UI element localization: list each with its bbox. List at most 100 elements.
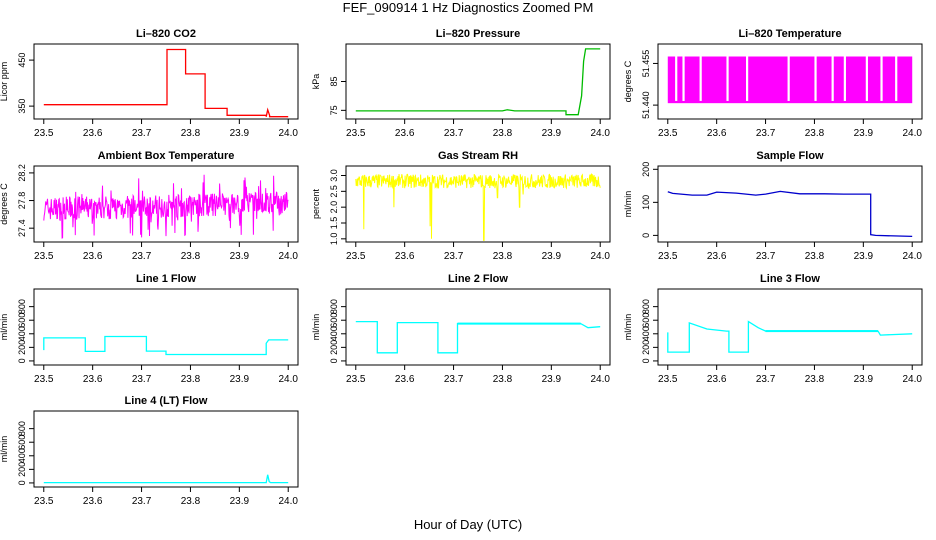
x-tick-label: 23.6 (395, 128, 415, 139)
temperature-gap (843, 56, 846, 101)
x-tick-label: 23.9 (230, 128, 250, 139)
y-tick-label: 200 (641, 162, 651, 177)
x-tick-label: 23.7 (132, 374, 152, 385)
panel-title: Line 1 Flow (136, 273, 196, 285)
x-tick-label: 24.0 (902, 374, 922, 385)
x-tick-label: 23.9 (230, 496, 250, 507)
x-tick-label: 23.7 (132, 496, 152, 507)
x-tick-label: 23.8 (181, 128, 201, 139)
y-tick-label: 51.440 (641, 91, 651, 119)
panel-frame (33, 288, 299, 366)
temperature-gap (675, 56, 678, 101)
y-tick-label: 2.5 (329, 185, 339, 198)
panel-title: Li–820 Temperature (738, 28, 841, 40)
x-tick-label: 23.7 (444, 251, 464, 262)
temperature-gap (699, 56, 702, 101)
plot-area (355, 172, 601, 241)
y-tick-label: 400 (17, 326, 27, 341)
panel-9: Line 3 Flow ml/min 23.5 23.6 23.7 23.8 23.9 24.… (623, 273, 923, 385)
x-tick-label: 24.0 (590, 374, 610, 385)
y-tick-label: 800 (17, 421, 27, 436)
temperature-gap (746, 56, 749, 101)
y-axis-label: ml/min (311, 314, 321, 341)
series-line (667, 190, 913, 238)
x-tick-label: 23.6 (707, 374, 727, 385)
panel-5: Gas Stream RH percent 23.5 23.6 23.7 23.8 23.9… (311, 150, 611, 262)
temperature-gap (831, 56, 834, 101)
y-axis-label: kPa (311, 74, 321, 90)
y-tick-label: 800 (17, 299, 27, 314)
plot-area (43, 174, 289, 239)
x-tick-label: 23.8 (805, 128, 825, 139)
x-tick-label: 23.6 (83, 374, 103, 385)
panel-title: Line 3 Flow (760, 273, 820, 285)
y-tick-label: 800 (641, 299, 651, 314)
temperature-gap (895, 56, 898, 101)
plot-area (355, 48, 601, 116)
panel-title: Sample Flow (756, 150, 824, 162)
x-tick-label: 24.0 (902, 128, 922, 139)
jitter-band (457, 322, 581, 325)
panel-3: Li–820 Temperature degrees C 23.5 23.6 23.7 2… (623, 28, 923, 139)
panel-frame (345, 288, 611, 366)
plot-area (43, 474, 289, 484)
temperature-gap (814, 56, 817, 101)
y-axis-label: ml/min (0, 314, 9, 341)
panel-frame (657, 288, 923, 366)
jitter-band (765, 330, 878, 333)
y-tick-label: 85 (329, 76, 339, 86)
y-tick-label: 600 (17, 435, 27, 450)
panel-title: Line 2 Flow (448, 273, 508, 285)
panel-2: Li–820 Pressure kPa 23.5 23.6 23.7 23.8 23.9 24… (311, 28, 611, 139)
x-tick-label: 23.5 (346, 128, 366, 139)
x-tick-label: 23.9 (854, 251, 874, 262)
panel-6: Sample Flow ml/min 23.5 23.6 23.7 23.8 23.9 24.… (623, 150, 923, 262)
panel-frame (33, 43, 299, 120)
y-tick-label: 600 (17, 313, 27, 328)
x-tick-label: 23.5 (34, 251, 54, 262)
y-tick-label: 1.0 (329, 233, 339, 246)
panel-7: Line 1 Flow ml/min 23.5 23.6 23.7 23.8 23.9 24.… (0, 273, 299, 385)
x-tick-label: 23.5 (34, 128, 54, 139)
x-tick-label: 23.9 (230, 251, 250, 262)
series-line (43, 48, 289, 118)
x-tick-label: 23.6 (707, 128, 727, 139)
y-tick-label: 800 (329, 299, 339, 314)
x-tick-label: 23.5 (658, 128, 678, 139)
x-tick-label: 23.5 (34, 496, 54, 507)
x-tick-label: 23.9 (542, 374, 562, 385)
x-tick-label: 23.5 (346, 374, 366, 385)
y-tick-label: 28.2 (17, 164, 27, 182)
y-axis-label: percent (311, 188, 321, 219)
x-tick-label: 23.9 (230, 374, 250, 385)
x-tick-label: 23.8 (181, 374, 201, 385)
plot-area (667, 190, 913, 238)
temperature-gap (880, 56, 883, 101)
y-tick-label: 0 (641, 233, 651, 238)
temperature-gap (682, 56, 685, 101)
y-tick-label: 350 (17, 99, 27, 114)
temperature-gap (787, 56, 790, 101)
x-tick-label: 23.8 (181, 251, 201, 262)
x-tick-label: 23.7 (444, 374, 464, 385)
y-tick-label: 0 (641, 358, 651, 363)
x-tick-label: 23.5 (346, 251, 366, 262)
y-tick-label: 27.4 (17, 219, 27, 237)
y-axis-label: ml/min (0, 436, 9, 463)
x-tick-label: 23.9 (542, 251, 562, 262)
x-tick-label: 24.0 (278, 496, 298, 507)
y-tick-label: 0 (17, 358, 27, 363)
x-tick-label: 23.9 (854, 128, 874, 139)
x-tick-label: 23.7 (444, 128, 464, 139)
x-tick-label: 23.7 (132, 128, 152, 139)
x-tick-label: 24.0 (278, 128, 298, 139)
y-tick-label: 27.8 (17, 192, 27, 210)
x-tick-label: 24.0 (590, 251, 610, 262)
x-tick-label: 23.7 (756, 374, 776, 385)
panel-10: Line 4 (LT) Flow ml/min 23.5 23.6 23.7 23.8 23… (0, 395, 299, 507)
plot-area (667, 320, 913, 353)
y-tick-label: 400 (329, 326, 339, 341)
y-tick-label: 2.0 (329, 201, 339, 214)
x-tick-label: 23.6 (83, 251, 103, 262)
